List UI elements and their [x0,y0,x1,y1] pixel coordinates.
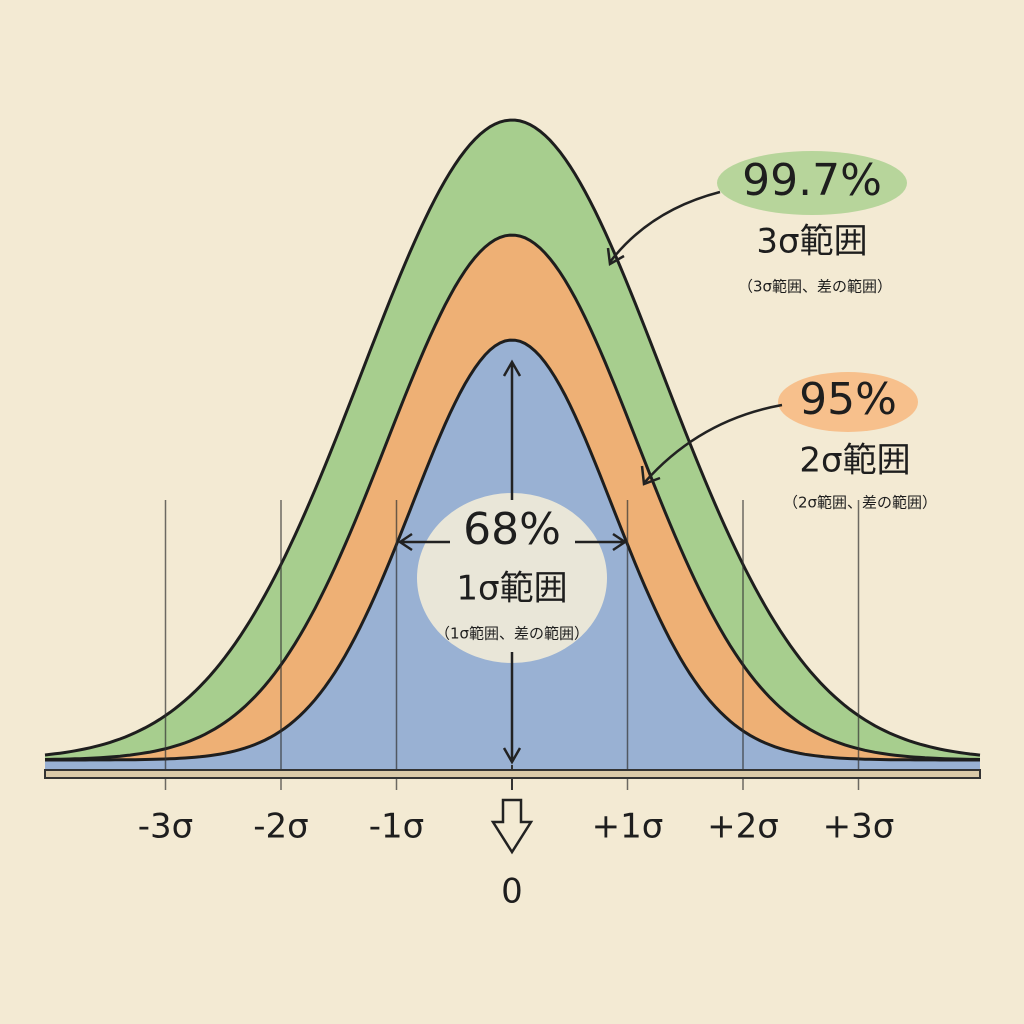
axis-label: +1σ [592,807,664,847]
percent-label: 95% [799,374,897,425]
note: （1σ範囲、差の範囲） [435,625,589,643]
label-highlight [778,372,918,432]
range-label: 1σ範囲 [456,569,567,609]
axis-label: -3σ [138,807,193,847]
label-highlight [717,151,907,215]
arrows [397,190,783,765]
curve-outline [45,338,980,762]
center-label: 0 [501,872,523,912]
range-label: 3σ範囲 [756,222,867,262]
curve-outline [44,233,981,761]
note: （2σ範囲、差の範囲） [783,494,937,512]
axis-label: -1σ [369,807,424,847]
percent-label: 68% [463,504,561,555]
axis-label: +3σ [823,807,895,847]
note: （3σ範囲、差の範囲） [738,278,892,296]
curve-outline [44,118,981,757]
down-arrow [490,798,534,855]
axis-label: -2σ [253,807,308,847]
percent-label: 99.7% [742,155,882,206]
baseline [44,769,981,779]
range-label: 2σ範囲 [799,441,910,481]
axis-label: +2σ [707,807,779,847]
label-highlight [417,493,607,663]
